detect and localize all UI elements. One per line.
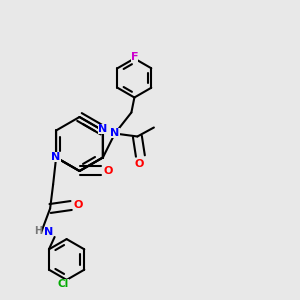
Text: O: O <box>103 166 113 176</box>
Text: O: O <box>134 159 144 170</box>
Text: Cl: Cl <box>58 279 69 290</box>
Text: N: N <box>52 152 61 163</box>
Text: N: N <box>98 124 107 134</box>
Text: H: H <box>34 226 42 236</box>
Text: F: F <box>130 52 138 62</box>
Text: O: O <box>74 200 83 211</box>
Text: N: N <box>44 227 53 238</box>
Text: N: N <box>110 128 119 139</box>
